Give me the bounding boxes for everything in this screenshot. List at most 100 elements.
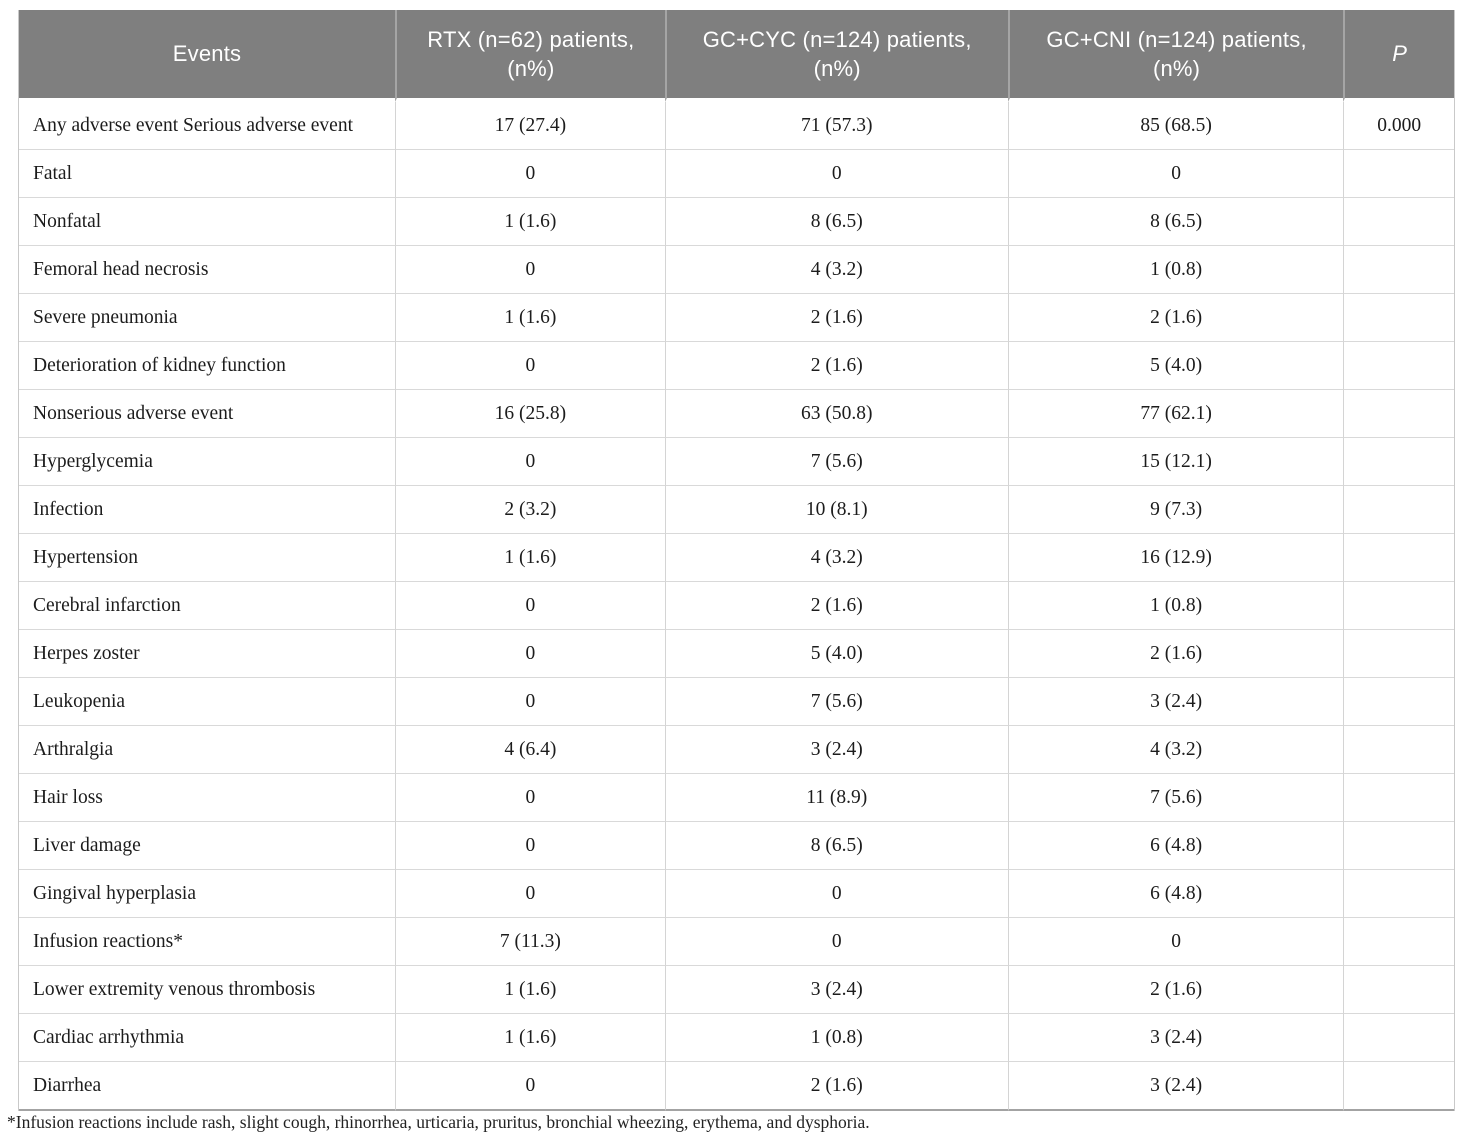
gc-cyc-value-cell: 0 (664, 918, 1008, 966)
gc-cyc-value-cell: 4 (3.2) (664, 534, 1008, 582)
table-row: Lower extremity venous thrombosis 1 (1.6… (19, 966, 1454, 1014)
event-cell: Arthralgia (19, 726, 395, 774)
table-row: Fatal 0 0 0 (19, 150, 1454, 198)
rtx-value-cell: 17 (27.4) (394, 102, 665, 150)
table-row: Arthralgia 4 (6.4) 3 (2.4) 4 (3.2) (19, 726, 1454, 774)
event-cell: Infusion reactions* (19, 918, 395, 966)
col-header-rtx: RTX (n=62) patients, (n%) (394, 10, 665, 102)
table-row: Femoral head necrosis 0 4 (3.2) 1 (0.8) (19, 246, 1454, 294)
p-value-cell: 0.000 (1343, 102, 1454, 150)
gc-cni-value-cell: 3 (2.4) (1007, 678, 1344, 726)
col-header-p: P (1343, 10, 1454, 102)
p-value-cell (1343, 390, 1454, 438)
table-row: Leukopenia 0 7 (5.6) 3 (2.4) (19, 678, 1454, 726)
table-row: Nonserious adverse event 16 (25.8) 63 (5… (19, 390, 1454, 438)
gc-cyc-value-cell: 3 (2.4) (664, 966, 1008, 1014)
table-row: Deterioration of kidney function 0 2 (1.… (19, 342, 1454, 390)
table-row: Any adverse event Serious adverse event … (19, 102, 1454, 150)
table-row: Hyperglycemia 0 7 (5.6) 15 (12.1) (19, 438, 1454, 486)
gc-cyc-value-cell: 2 (1.6) (664, 1062, 1008, 1111)
gc-cni-value-cell: 3 (2.4) (1007, 1014, 1344, 1062)
rtx-value-cell: 1 (1.6) (394, 198, 665, 246)
header-row: Events RTX (n=62) patients, (n%) GC+CYC … (19, 10, 1454, 102)
p-value-cell (1343, 678, 1454, 726)
table-row: Cerebral infarction 0 2 (1.6) 1 (0.8) (19, 582, 1454, 630)
p-value-cell (1343, 246, 1454, 294)
event-cell: Deterioration of kidney function (19, 342, 395, 390)
table-row: Severe pneumonia 1 (1.6) 2 (1.6) 2 (1.6) (19, 294, 1454, 342)
event-cell: Cardiac arrhythmia (19, 1014, 395, 1062)
gc-cni-value-cell: 5 (4.0) (1007, 342, 1344, 390)
rtx-value-cell: 2 (3.2) (394, 486, 665, 534)
p-value-cell (1343, 630, 1454, 678)
table-row: Nonfatal 1 (1.6) 8 (6.5) 8 (6.5) (19, 198, 1454, 246)
p-value-cell (1343, 486, 1454, 534)
gc-cni-value-cell: 1 (0.8) (1007, 246, 1344, 294)
table-row: Diarrhea 0 2 (1.6) 3 (2.4) (19, 1062, 1454, 1111)
gc-cyc-value-cell: 7 (5.6) (664, 438, 1008, 486)
event-cell: Hyperglycemia (19, 438, 395, 486)
gc-cyc-value-cell: 5 (4.0) (664, 630, 1008, 678)
gc-cyc-value-cell: 2 (1.6) (664, 342, 1008, 390)
rtx-value-cell: 4 (6.4) (394, 726, 665, 774)
event-cell: Fatal (19, 150, 395, 198)
gc-cni-value-cell: 2 (1.6) (1007, 294, 1344, 342)
adverse-events-table: Events RTX (n=62) patients, (n%) GC+CYC … (18, 10, 1455, 1111)
table-body: Any adverse event Serious adverse event … (19, 102, 1454, 1111)
gc-cni-value-cell: 0 (1007, 150, 1344, 198)
p-value-cell (1343, 726, 1454, 774)
rtx-value-cell: 0 (394, 342, 665, 390)
p-value-cell (1343, 870, 1454, 918)
gc-cyc-value-cell: 7 (5.6) (664, 678, 1008, 726)
gc-cni-value-cell: 6 (4.8) (1007, 870, 1344, 918)
gc-cni-value-cell: 4 (3.2) (1007, 726, 1344, 774)
event-cell: Femoral head necrosis (19, 246, 395, 294)
table-row: Liver damage 0 8 (6.5) 6 (4.8) (19, 822, 1454, 870)
rtx-value-cell: 0 (394, 150, 665, 198)
event-cell: Diarrhea (19, 1062, 395, 1111)
gc-cyc-value-cell: 10 (8.1) (664, 486, 1008, 534)
p-value-cell (1343, 966, 1454, 1014)
p-value-cell (1343, 150, 1454, 198)
gc-cyc-value-cell: 4 (3.2) (664, 246, 1008, 294)
gc-cni-value-cell: 7 (5.6) (1007, 774, 1344, 822)
event-cell: Hair loss (19, 774, 395, 822)
rtx-value-cell: 1 (1.6) (394, 294, 665, 342)
rtx-value-cell: 0 (394, 870, 665, 918)
event-cell: Herpes zoster (19, 630, 395, 678)
event-cell: Hypertension (19, 534, 395, 582)
event-cell: Nonserious adverse event (19, 390, 395, 438)
table-footnote: *Infusion reactions include rash, slight… (7, 1112, 870, 1132)
table-row: Gingival hyperplasia 0 0 6 (4.8) (19, 870, 1454, 918)
gc-cyc-value-cell: 0 (664, 870, 1008, 918)
event-cell: Any adverse event Serious adverse event (19, 102, 395, 150)
gc-cyc-value-cell: 2 (1.6) (664, 294, 1008, 342)
gc-cni-value-cell: 0 (1007, 918, 1344, 966)
gc-cni-value-cell: 6 (4.8) (1007, 822, 1344, 870)
rtx-value-cell: 0 (394, 582, 665, 630)
gc-cyc-value-cell: 8 (6.5) (664, 198, 1008, 246)
p-value-cell (1343, 198, 1454, 246)
gc-cni-value-cell: 85 (68.5) (1007, 102, 1344, 150)
rtx-value-cell: 1 (1.6) (394, 1014, 665, 1062)
rtx-value-cell: 0 (394, 678, 665, 726)
p-value-cell (1343, 1014, 1454, 1062)
rtx-value-cell: 0 (394, 822, 665, 870)
table-row: Hair loss 0 11 (8.9) 7 (5.6) (19, 774, 1454, 822)
gc-cni-value-cell: 1 (0.8) (1007, 582, 1344, 630)
gc-cni-value-cell: 3 (2.4) (1007, 1062, 1344, 1111)
table-row: Infection 2 (3.2) 10 (8.1) 9 (7.3) (19, 486, 1454, 534)
col-header-gc-cyc: GC+CYC (n=124) patients, (n%) (664, 10, 1008, 102)
event-cell: Cerebral infarction (19, 582, 395, 630)
rtx-value-cell: 1 (1.6) (394, 966, 665, 1014)
event-cell: Severe pneumonia (19, 294, 395, 342)
p-value-cell (1343, 294, 1454, 342)
gc-cyc-value-cell: 8 (6.5) (664, 822, 1008, 870)
event-cell: Nonfatal (19, 198, 395, 246)
p-value-cell (1343, 342, 1454, 390)
p-value-cell (1343, 1062, 1454, 1111)
rtx-value-cell: 1 (1.6) (394, 534, 665, 582)
rtx-value-cell: 0 (394, 438, 665, 486)
rtx-value-cell: 16 (25.8) (394, 390, 665, 438)
event-cell: Liver damage (19, 822, 395, 870)
